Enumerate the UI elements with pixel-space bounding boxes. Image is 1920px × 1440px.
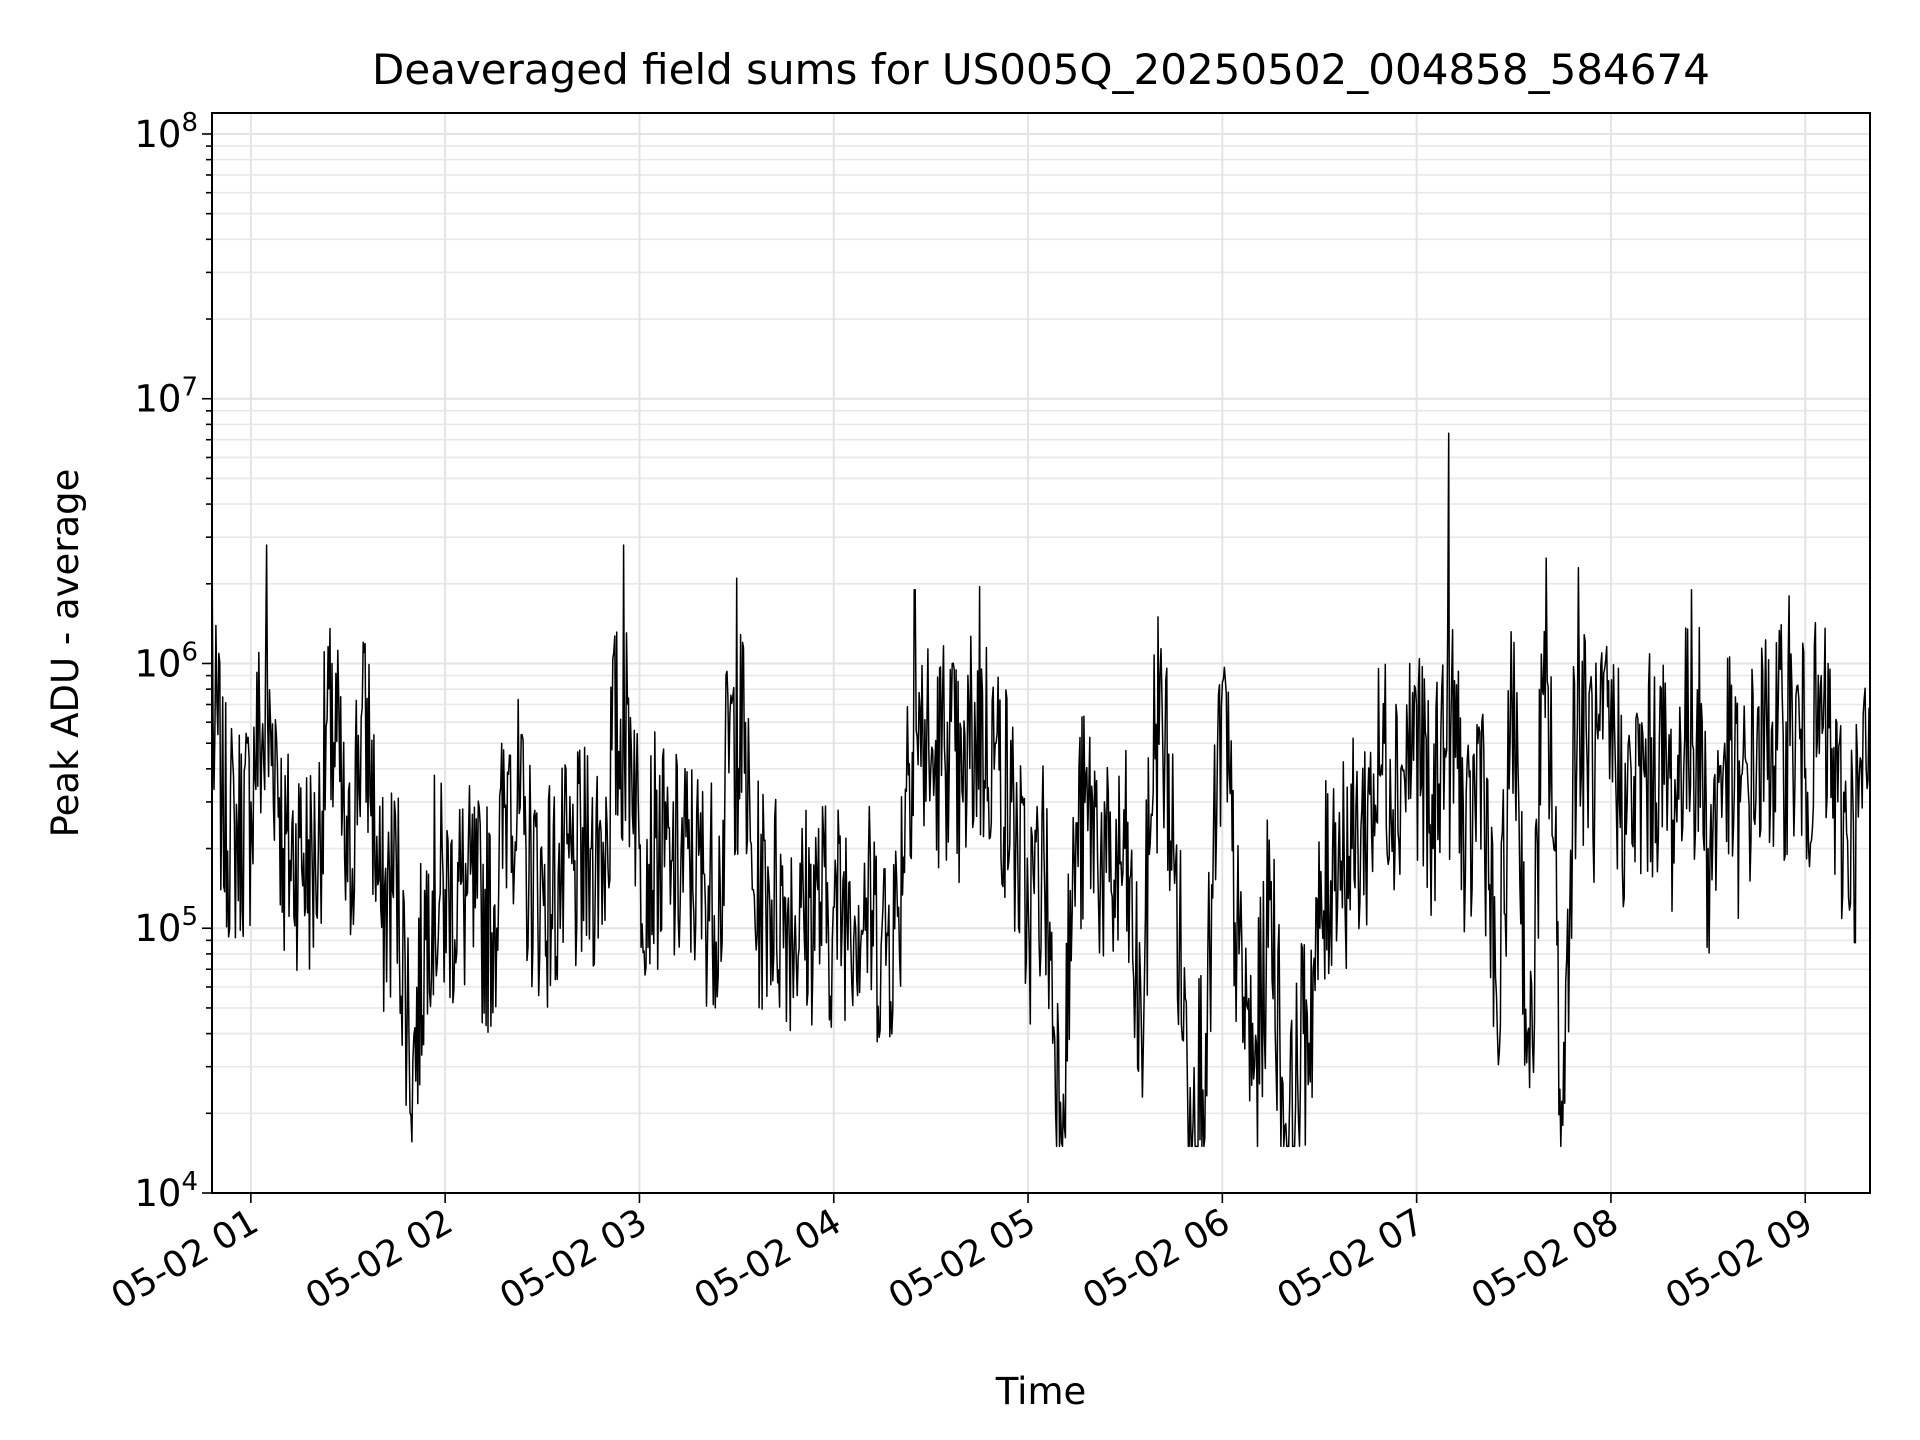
y-axis: 104 105 106 107 108 (134, 108, 212, 1215)
x-tick-label: 05-02 01 (105, 1201, 266, 1317)
x-axis-label: Time (995, 1370, 1087, 1413)
x-tick-label: 05-02 05 (882, 1201, 1043, 1317)
y-tick-label: 106 (134, 637, 198, 685)
x-tick-label: 05-02 04 (688, 1201, 849, 1317)
x-tick-label: 05-02 06 (1076, 1201, 1237, 1317)
x-axis: 05-02 01 05-02 02 05-02 03 05-02 04 05-02 05… (105, 1193, 1820, 1318)
chart-title: Deaveraged field sums for US005Q_2025050… (372, 45, 1710, 94)
y-tick-label: 104 (134, 1167, 198, 1215)
y-tick-label: 108 (134, 108, 198, 156)
plot-area-frame (211, 112, 1871, 1194)
grid-lines (212, 113, 1870, 1194)
x-tick-label: 05-02 08 (1465, 1201, 1626, 1317)
x-tick-label: 05-02 09 (1659, 1201, 1820, 1317)
x-tick-label: 05-02 03 (493, 1201, 654, 1317)
y-tick-label: 105 (134, 902, 198, 950)
x-tick-label: 05-02 02 (299, 1201, 460, 1317)
y-tick-label: 107 (134, 373, 198, 421)
y-axis-label: Peak ADU - average (44, 469, 87, 838)
x-tick-label: 05-02 07 (1270, 1201, 1431, 1317)
series-line (211, 432, 1871, 1148)
